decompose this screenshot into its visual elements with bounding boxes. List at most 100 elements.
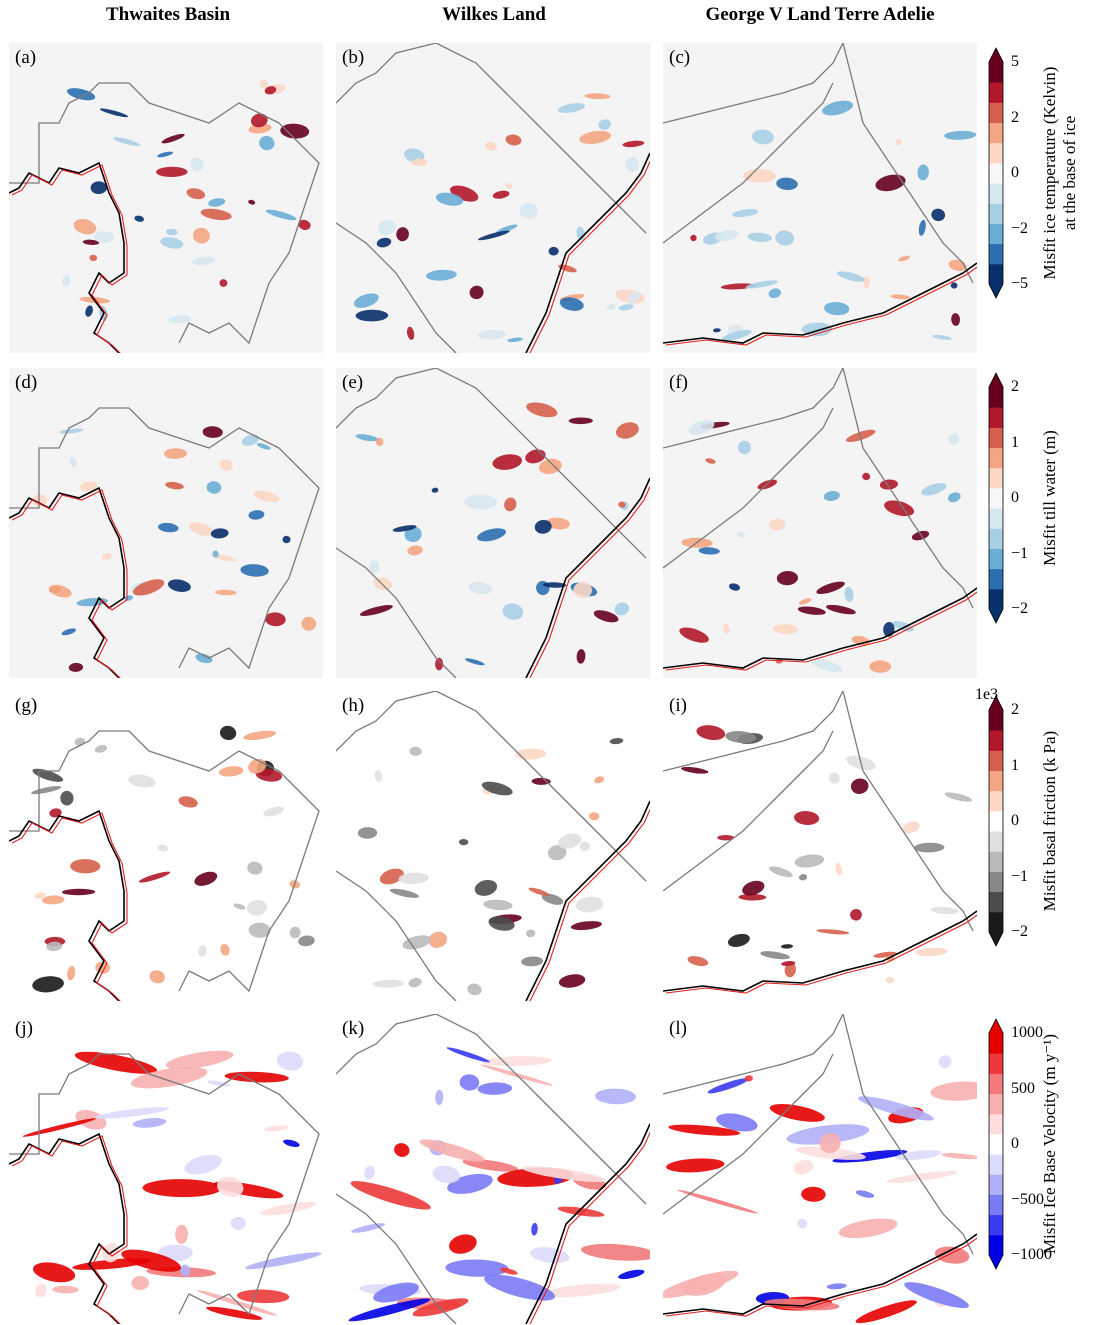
misfit-blob: [265, 612, 286, 627]
misfit-blob: [725, 730, 757, 744]
misfit-blob: [816, 581, 845, 595]
misfit-blob: [357, 827, 378, 839]
colorbar-segment: [989, 203, 1003, 224]
misfit-blob: [944, 130, 977, 140]
misfit-blob: [918, 219, 926, 236]
misfit-blob: [163, 448, 187, 459]
misfit-blob: [142, 1179, 222, 1198]
misfit-blob: [121, 1249, 182, 1272]
panel-label: (i): [669, 695, 687, 716]
misfit-blob: [412, 1298, 469, 1317]
misfit-blob: [230, 1216, 246, 1230]
misfit-blob: [462, 1159, 519, 1172]
misfit-blob: [515, 748, 547, 760]
misfit-blob: [797, 1218, 808, 1229]
colorbar-tick-label: −2: [1011, 600, 1029, 617]
misfit-blob: [558, 103, 586, 113]
misfit-blob: [458, 838, 469, 846]
misfit-blob: [372, 979, 404, 988]
misfit-blob: [618, 304, 634, 311]
misfit-blob: [776, 177, 798, 191]
colorbar-tick-label: 2: [1011, 108, 1019, 126]
misfit-blob: [559, 297, 584, 311]
misfit-blob: [794, 854, 825, 868]
grounding-line: [529, 1131, 650, 1324]
misfit-blob: [823, 491, 840, 501]
panel-label: (b): [342, 47, 365, 68]
misfit-blob: [879, 479, 898, 490]
misfit-blob: [264, 1125, 289, 1132]
misfit-blob: [85, 305, 93, 317]
misfit-blob: [160, 237, 184, 249]
misfit-blob: [707, 1078, 749, 1094]
misfit-blob: [396, 227, 409, 242]
misfit-blob: [219, 459, 233, 471]
colorbar-segment: [989, 1113, 1003, 1135]
misfit-blob: [33, 1262, 76, 1283]
misfit-blob: [727, 933, 750, 947]
colorbar-extend-max: [989, 373, 1003, 387]
misfit-blob: [233, 903, 246, 910]
colorbar-segment: [989, 1033, 1003, 1054]
misfit-blob: [519, 203, 538, 219]
misfit-blob: [206, 481, 222, 494]
misfit-blob: [180, 1264, 191, 1277]
misfit-blob: [526, 402, 558, 418]
misfit-blob: [629, 292, 641, 301]
misfit-blob: [46, 941, 63, 952]
misfit-blob: [282, 535, 291, 544]
misfit-blob: [481, 1056, 552, 1066]
colorbar-tick-label: 1: [1011, 433, 1019, 451]
misfit-blob: [934, 1246, 970, 1264]
misfit-blob: [875, 174, 906, 192]
panel-label: (f): [669, 372, 688, 393]
misfit-blob: [435, 192, 464, 206]
basin-boundary: [336, 43, 647, 353]
misfit-blob: [175, 1224, 189, 1245]
colorbar-segment: [989, 1133, 1003, 1155]
colorbar-outline: [988, 47, 1004, 299]
colorbar: 1000 500 0 −500 −1000: [988, 1018, 1052, 1270]
misfit-blob: [950, 282, 958, 289]
misfit-blob: [622, 140, 645, 148]
misfit-blob: [598, 119, 611, 130]
map-panel: (l): [663, 1014, 977, 1324]
panel-label: (c): [669, 47, 691, 68]
misfit-blob: [445, 1259, 509, 1277]
panel-label: (l): [669, 1018, 687, 1039]
misfit-blob: [721, 329, 752, 341]
misfit-blob: [769, 518, 786, 531]
map-panel: (k): [336, 1014, 650, 1324]
misfit-blob: [166, 228, 178, 236]
misfit-blob: [186, 188, 206, 200]
misfit-blob: [492, 454, 523, 470]
coastline: [525, 1123, 650, 1324]
misfit-blob: [625, 157, 640, 172]
misfit-blob: [531, 777, 551, 785]
colorbar-segment: [989, 122, 1003, 144]
grounding-line: [11, 164, 128, 353]
misfit-blob: [195, 653, 213, 664]
misfit-blob: [66, 88, 96, 101]
misfit-blob: [862, 472, 871, 481]
misfit-blob: [895, 138, 902, 146]
misfit-blob: [764, 1298, 840, 1311]
misfit-blob: [247, 861, 263, 875]
misfit-blob: [573, 582, 593, 599]
colorbar-segment: [989, 263, 1003, 285]
misfit-blob: [241, 434, 260, 446]
misfit-blob: [248, 510, 265, 520]
map-panel: (i): [663, 691, 977, 1001]
misfit-blob: [379, 868, 404, 885]
misfit-blob: [850, 778, 869, 794]
misfit-blob: [531, 1222, 538, 1236]
grounding-line: [11, 1135, 128, 1324]
panel-label: (a): [15, 47, 37, 68]
grounding-line: [11, 489, 128, 678]
colorbar-segment: [989, 183, 1003, 204]
panel-label: (d): [15, 372, 38, 393]
misfit-blob: [521, 956, 544, 967]
misfit-blob: [369, 560, 380, 574]
misfit-blob: [858, 1096, 934, 1121]
colorbar-segment: [989, 427, 1003, 449]
